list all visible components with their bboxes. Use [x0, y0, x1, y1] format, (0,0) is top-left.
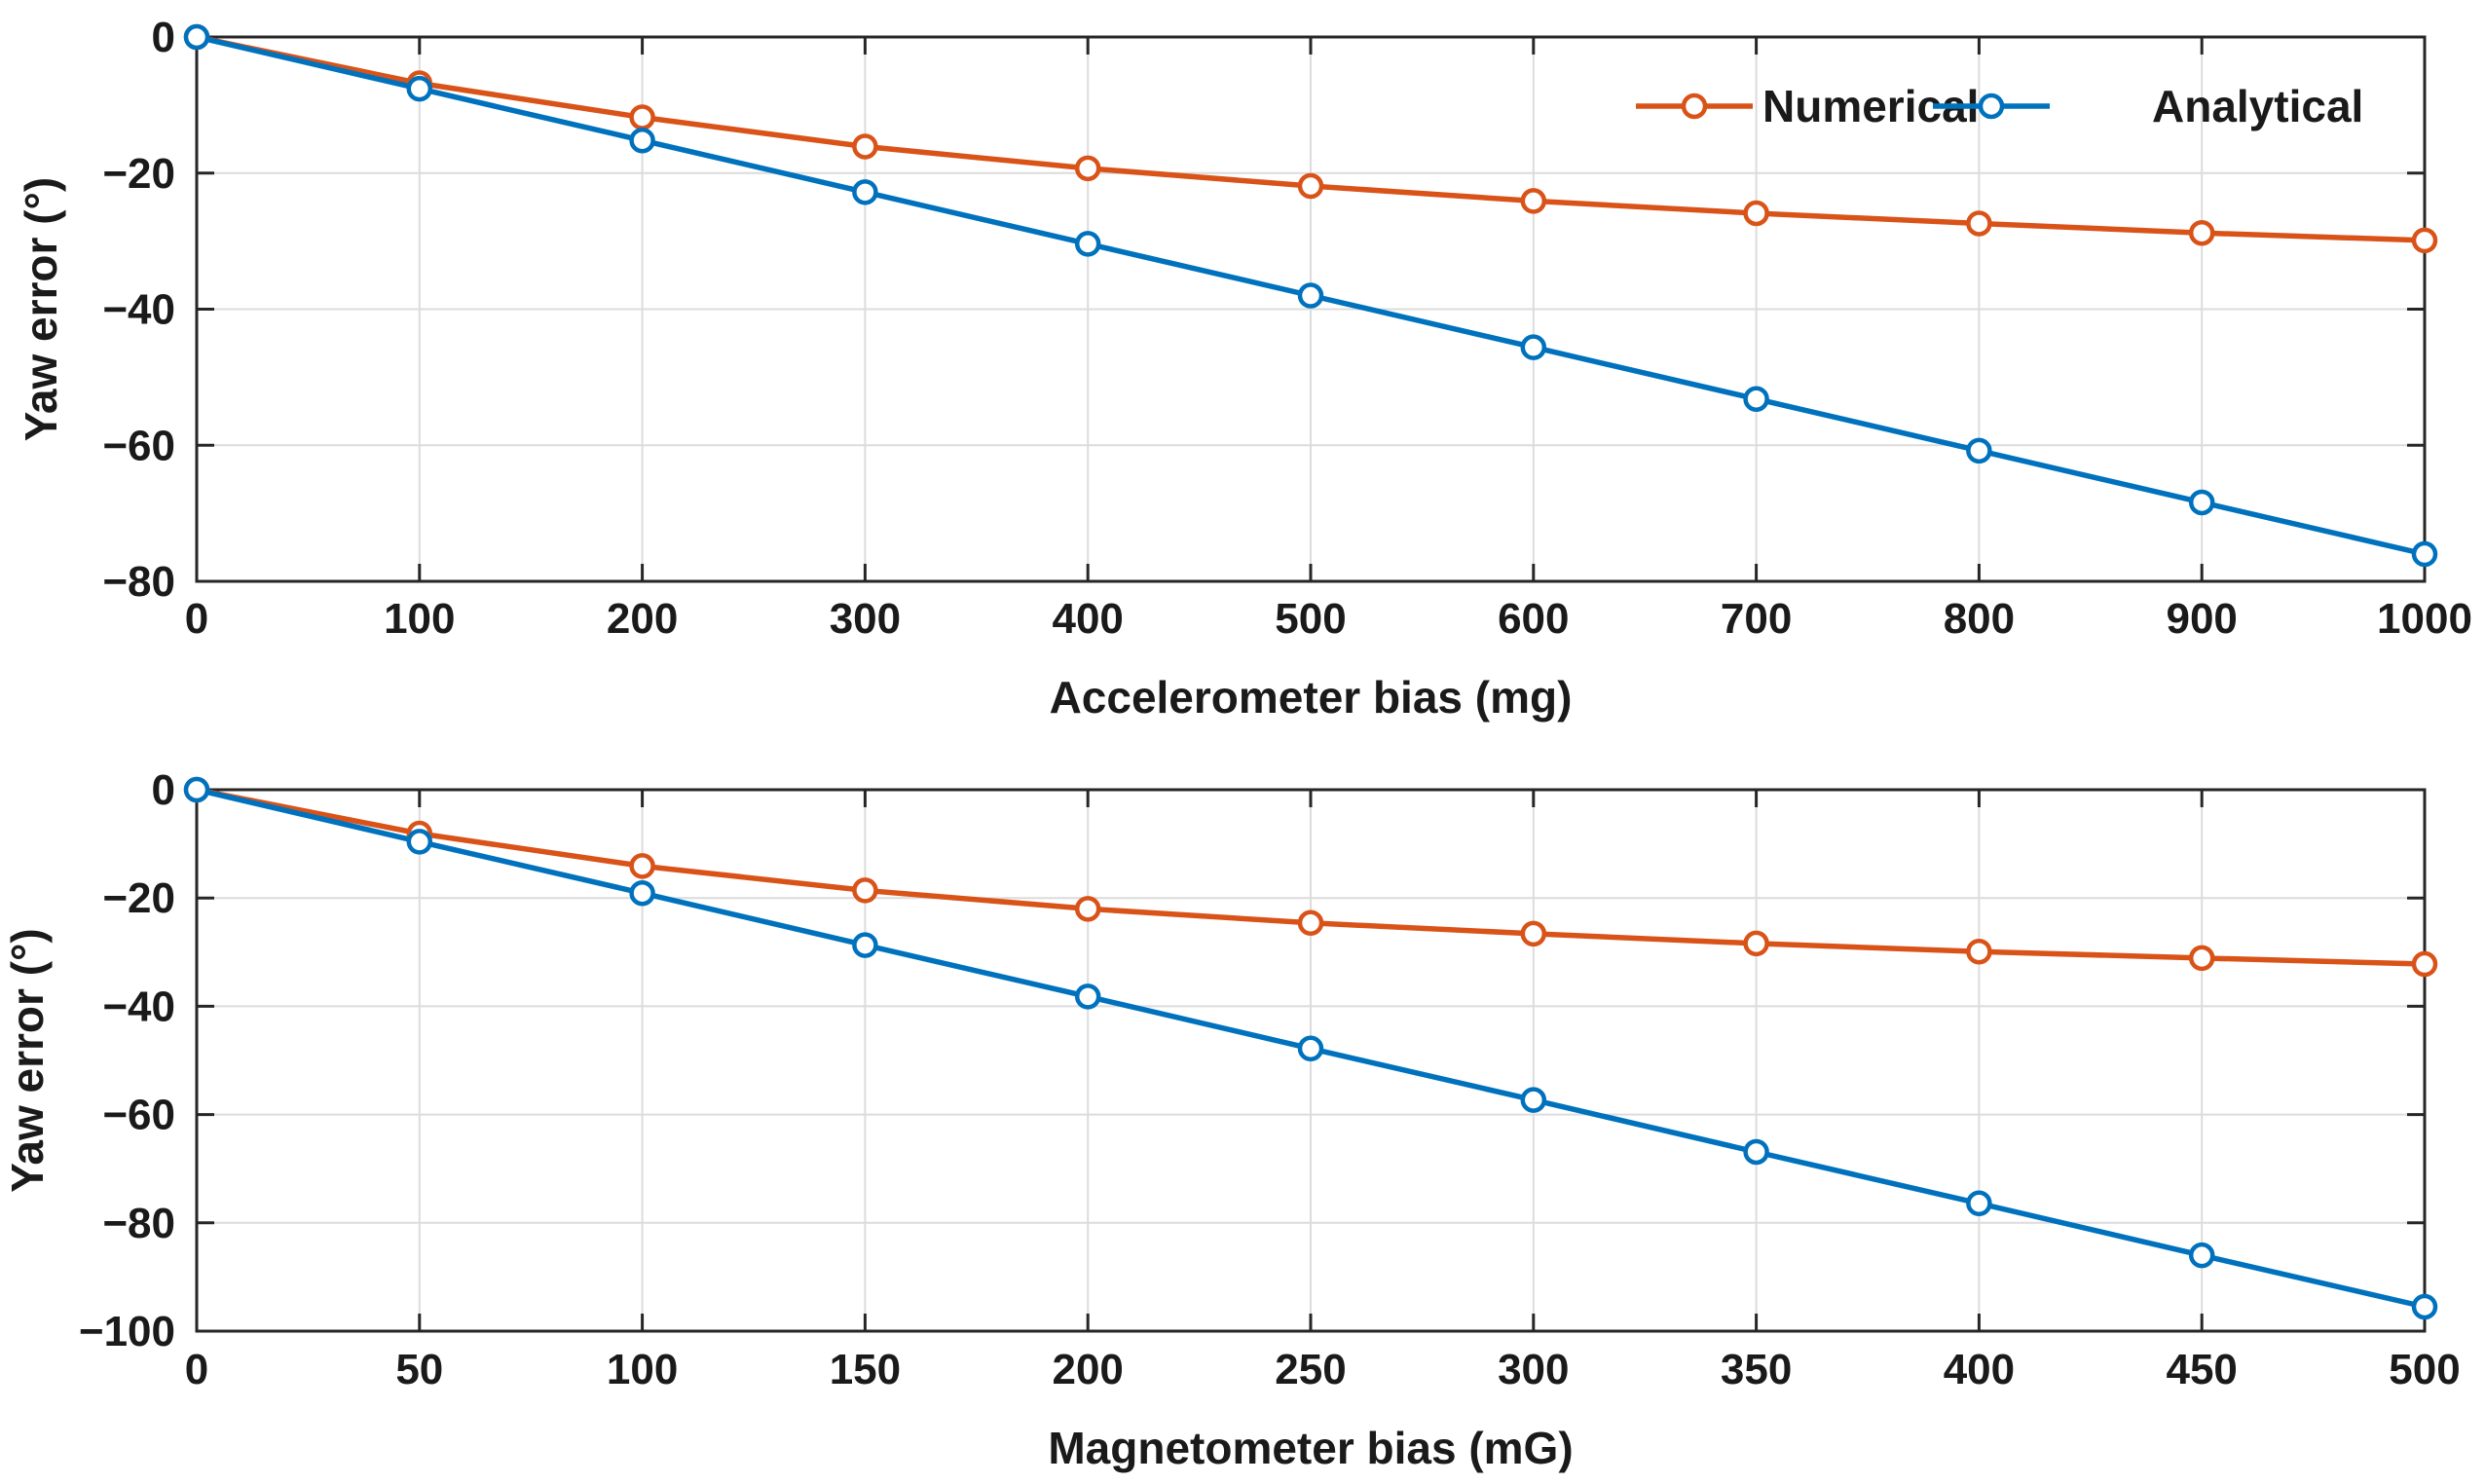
bottom-analytical-marker — [1520, 1087, 1547, 1113]
x-tick-label: 1000 — [2377, 595, 2472, 643]
bottom-numerical-marker — [629, 853, 655, 879]
x-tick-label: 400 — [1052, 595, 1123, 643]
bottom-x-axis-label: Magnetometer bias (mG) — [1048, 1423, 1573, 1473]
bottom-numerical-marker — [1520, 920, 1547, 947]
y-tick-label: −40 — [102, 286, 175, 334]
x-tick-label: 300 — [1498, 1346, 1569, 1393]
y-tick-label: 0 — [152, 14, 175, 61]
bottom-analytical-marker — [1074, 983, 1101, 1010]
x-tick-label: 350 — [1721, 1346, 1792, 1393]
x-tick-label: 150 — [830, 1346, 901, 1393]
bottom-numerical-marker — [852, 877, 878, 904]
legend-analytical-label: Analytical — [2152, 81, 2363, 131]
x-tick-label: 0 — [185, 1346, 208, 1393]
y-tick-label: 0 — [152, 766, 175, 814]
x-tick-label: 800 — [1944, 595, 2015, 643]
x-tick-label: 900 — [2166, 595, 2237, 643]
bottom-analytical-marker — [2411, 1293, 2438, 1320]
top-numerical-marker — [1966, 210, 1992, 237]
bottom-analytical-marker — [1966, 1190, 1992, 1217]
top-analytical-marker — [852, 179, 878, 205]
top-y-axis-label: Yaw error (°) — [16, 177, 66, 442]
x-tick-label: 200 — [607, 595, 678, 643]
y-tick-label: −80 — [102, 1200, 175, 1247]
bottom-analytical-marker — [852, 932, 878, 958]
y-tick-label: −20 — [102, 874, 175, 922]
bottom-analytical-marker — [2188, 1242, 2215, 1269]
top-numerical-marker — [629, 104, 655, 130]
y-tick-label: −60 — [102, 422, 175, 469]
x-tick-label: 250 — [1275, 1346, 1346, 1393]
top-chart-accelerometer: 0 100 200 300 400 500 600 700 800 900 1000 0 −20 −40 −… — [16, 14, 2472, 723]
top-analytical-marker — [1074, 231, 1101, 257]
top-numerical-marker — [1074, 155, 1101, 182]
bottom-analytical-marker — [406, 829, 433, 855]
x-tick-label: 600 — [1498, 595, 1569, 643]
bottom-numerical-marker — [1743, 930, 1769, 957]
bottom-numerical-marker — [1297, 909, 1324, 937]
top-legend: Numerical Analytical — [1636, 81, 2363, 131]
top-analytical-marker — [2188, 489, 2215, 516]
x-tick-label: 500 — [2389, 1346, 2460, 1393]
x-tick-label: 0 — [185, 595, 208, 643]
x-tick-label: 50 — [395, 1346, 443, 1393]
y-tick-label: −20 — [102, 150, 175, 198]
top-analytical-marker — [183, 23, 210, 51]
bottom-analytical-marker — [183, 776, 210, 803]
bottom-numerical-marker — [2411, 950, 2438, 978]
bottom-numerical-marker — [1074, 896, 1101, 922]
top-numerical-marker — [2188, 219, 2215, 246]
legend-numerical-swatch-marker — [1681, 93, 1708, 120]
top-analytical-marker — [1743, 386, 1769, 412]
bottom-chart-magnetometer: 0 50 100 150 200 250 300 350 400 450 500 0 −20 −40 −60… — [2, 766, 2461, 1473]
x-tick-label: 100 — [384, 595, 455, 643]
x-tick-label: 700 — [1721, 595, 1792, 643]
y-tick-label: −40 — [102, 983, 175, 1030]
bottom-analytical-marker — [1297, 1035, 1324, 1062]
x-tick-label: 400 — [1944, 1346, 2015, 1393]
bottom-analytical-marker — [1743, 1138, 1769, 1166]
top-gridlines — [197, 37, 2425, 581]
y-tick-label: −60 — [102, 1092, 175, 1139]
bottom-numerical-marker — [2188, 945, 2215, 972]
x-tick-label: 300 — [830, 595, 901, 643]
top-numerical-marker — [852, 133, 878, 160]
top-analytical-marker — [629, 127, 655, 154]
top-x-axis-label: Accelerometer bias (mg) — [1050, 672, 1573, 723]
top-numerical-marker — [2411, 227, 2438, 254]
x-tick-label: 500 — [1275, 595, 1346, 643]
y-tick-label: −80 — [102, 558, 175, 606]
top-analytical-marker — [2411, 540, 2438, 568]
top-numerical-marker — [1520, 188, 1547, 214]
top-numerical-marker — [1297, 172, 1324, 200]
y-tick-label: −100 — [79, 1308, 175, 1355]
bottom-analytical-marker — [629, 879, 655, 907]
x-tick-label: 200 — [1052, 1346, 1123, 1393]
bottom-numerical-marker — [1966, 938, 1992, 965]
top-numerical-marker — [1743, 200, 1769, 227]
top-analytical-marker — [1966, 437, 1992, 464]
legend-analytical-swatch-marker — [1978, 93, 2005, 120]
x-tick-label: 100 — [607, 1346, 678, 1393]
x-tick-label: 450 — [2166, 1346, 2237, 1393]
top-analytical-marker — [1297, 282, 1324, 309]
bottom-y-axis-label: Yaw error (°) — [2, 928, 53, 1193]
top-analytical-marker — [1520, 334, 1547, 360]
top-analytical-marker — [406, 75, 433, 102]
